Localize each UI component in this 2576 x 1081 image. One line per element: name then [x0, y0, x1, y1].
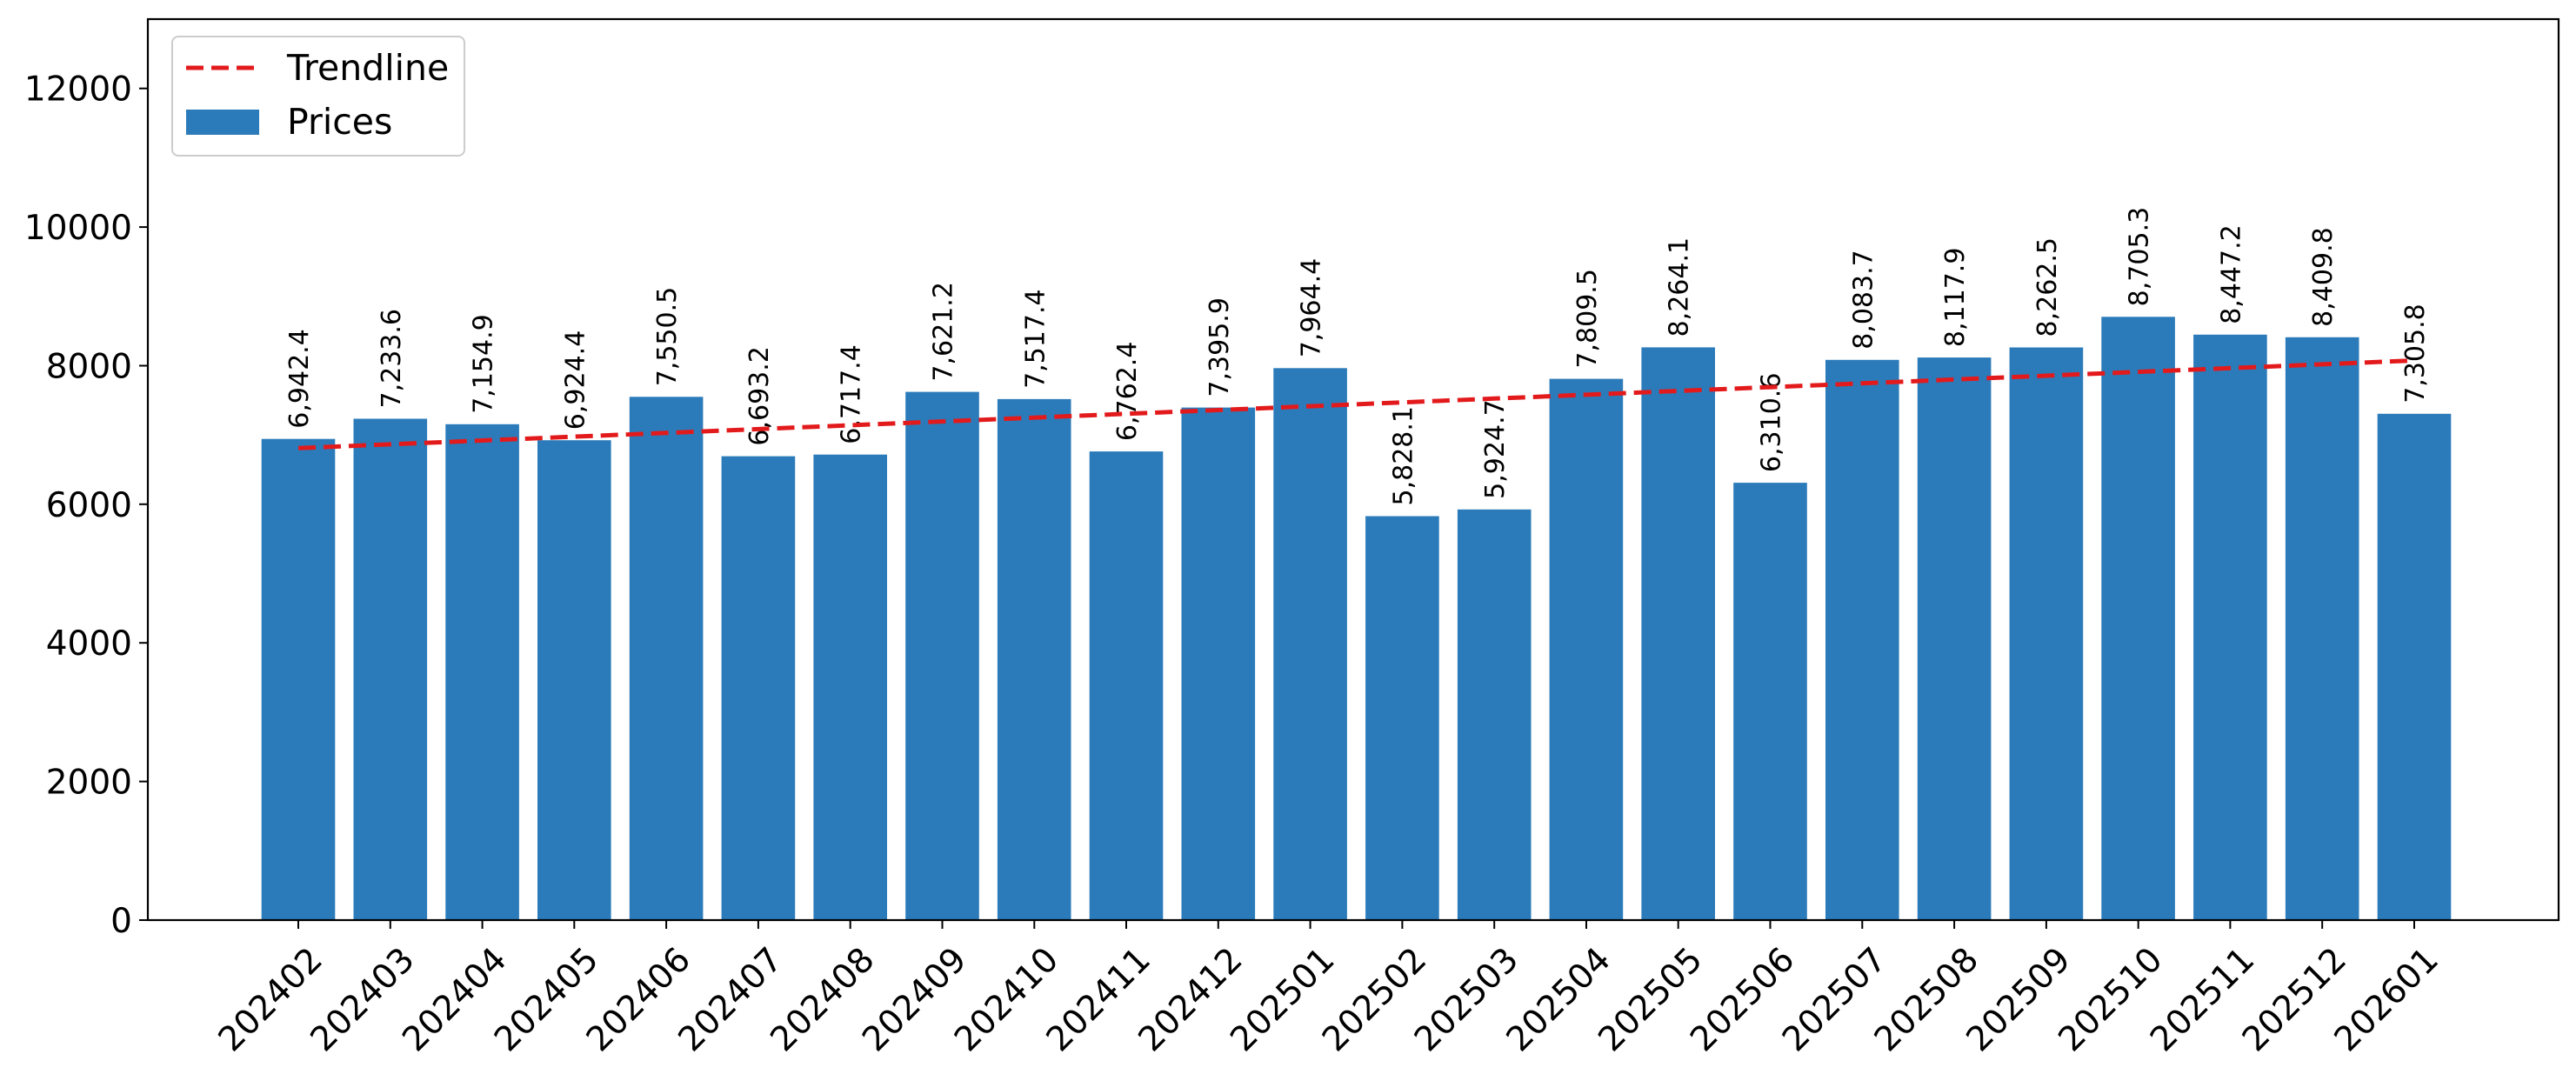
bar-202601: [2377, 413, 2452, 920]
bar-202503: [1457, 509, 1532, 920]
x-axis: 2024022024032024042024052024062024072024…: [211, 920, 2446, 1059]
bar-202504: [1549, 378, 1624, 921]
bar-202502: [1365, 516, 1439, 920]
y-tick-label: 0: [110, 902, 132, 941]
bar-value-label: 8,083.7: [1848, 250, 1879, 350]
plot-frame: [146, 17, 2560, 922]
bar-202411: [1089, 451, 1164, 920]
bar-value-label: 8,409.8: [2308, 227, 2339, 327]
bar-202404: [445, 424, 519, 920]
bar-value-label: 7,621.2: [929, 282, 959, 382]
legend-prices-label: Prices: [287, 101, 392, 143]
bar-202510: [2101, 317, 2175, 920]
y-tick-label: 12000: [24, 70, 132, 110]
bar-value-label: 6,717.4: [837, 344, 867, 444]
bar-202507: [1825, 359, 1899, 920]
bar-202403: [353, 418, 428, 920]
bar-value-label: 7,517.4: [1020, 289, 1051, 389]
y-tick-label: 8000: [46, 348, 132, 387]
legend: Trendline Prices: [171, 36, 465, 157]
legend-prices-swatch: [186, 110, 259, 135]
y-tick-label: 6000: [46, 486, 132, 525]
x-tick-label: 202601: [2327, 940, 2446, 1059]
bar-202508: [1917, 357, 1992, 921]
bar-202406: [629, 397, 704, 920]
legend-trendline-label: Trendline: [286, 47, 449, 89]
bar-202512: [2285, 337, 2359, 920]
bar-value-label: 7,395.9: [1205, 297, 1235, 397]
bar-value-label: 8,262.5: [2032, 237, 2063, 337]
bar-value-label: 7,964.4: [1297, 258, 1327, 358]
bar-value-label: 7,233.6: [377, 309, 407, 409]
bar-202402: [261, 438, 336, 920]
bar-202501: [1273, 368, 1347, 920]
bar-202407: [721, 456, 796, 920]
y-axis: 0 2000 4000 6000 8000 10000 12000: [24, 70, 148, 941]
bar-202412: [1181, 407, 1256, 921]
bar-202509: [2009, 347, 2084, 920]
y-tick-label: 2000: [46, 764, 132, 803]
bar-value-label: 8,447.2: [2216, 224, 2246, 324]
bar-202409: [905, 391, 979, 921]
bar-value-label: 6,942.4: [284, 329, 315, 429]
bar-value-label: 8,264.1: [1665, 237, 1695, 337]
bar-value-label: 7,154.9: [469, 314, 499, 414]
bar-202410: [997, 398, 1071, 920]
bar-value-label: 5,924.7: [1480, 399, 1511, 499]
bar-202506: [1733, 483, 1807, 920]
bar-value-label: 8,117.9: [1940, 248, 1971, 348]
bar-202408: [813, 454, 887, 920]
bar-202505: [1641, 347, 1715, 920]
bars-group: [261, 317, 2452, 921]
bar-value-label: 7,305.8: [2400, 304, 2431, 404]
bar-value-label: 8,705.3: [2125, 207, 2155, 307]
bar-value-label: 5,828.1: [1388, 406, 1418, 506]
bar-202405: [537, 440, 611, 920]
bar-value-label: 6,924.4: [560, 330, 591, 430]
y-tick-label: 10000: [24, 209, 132, 248]
bar-202511: [2193, 334, 2267, 920]
bar-value-label: 7,550.5: [652, 287, 683, 387]
bar-value-label: 6,762.4: [1112, 342, 1143, 442]
y-tick-label: 4000: [46, 624, 132, 664]
bar-value-label: 7,809.5: [1572, 269, 1603, 369]
